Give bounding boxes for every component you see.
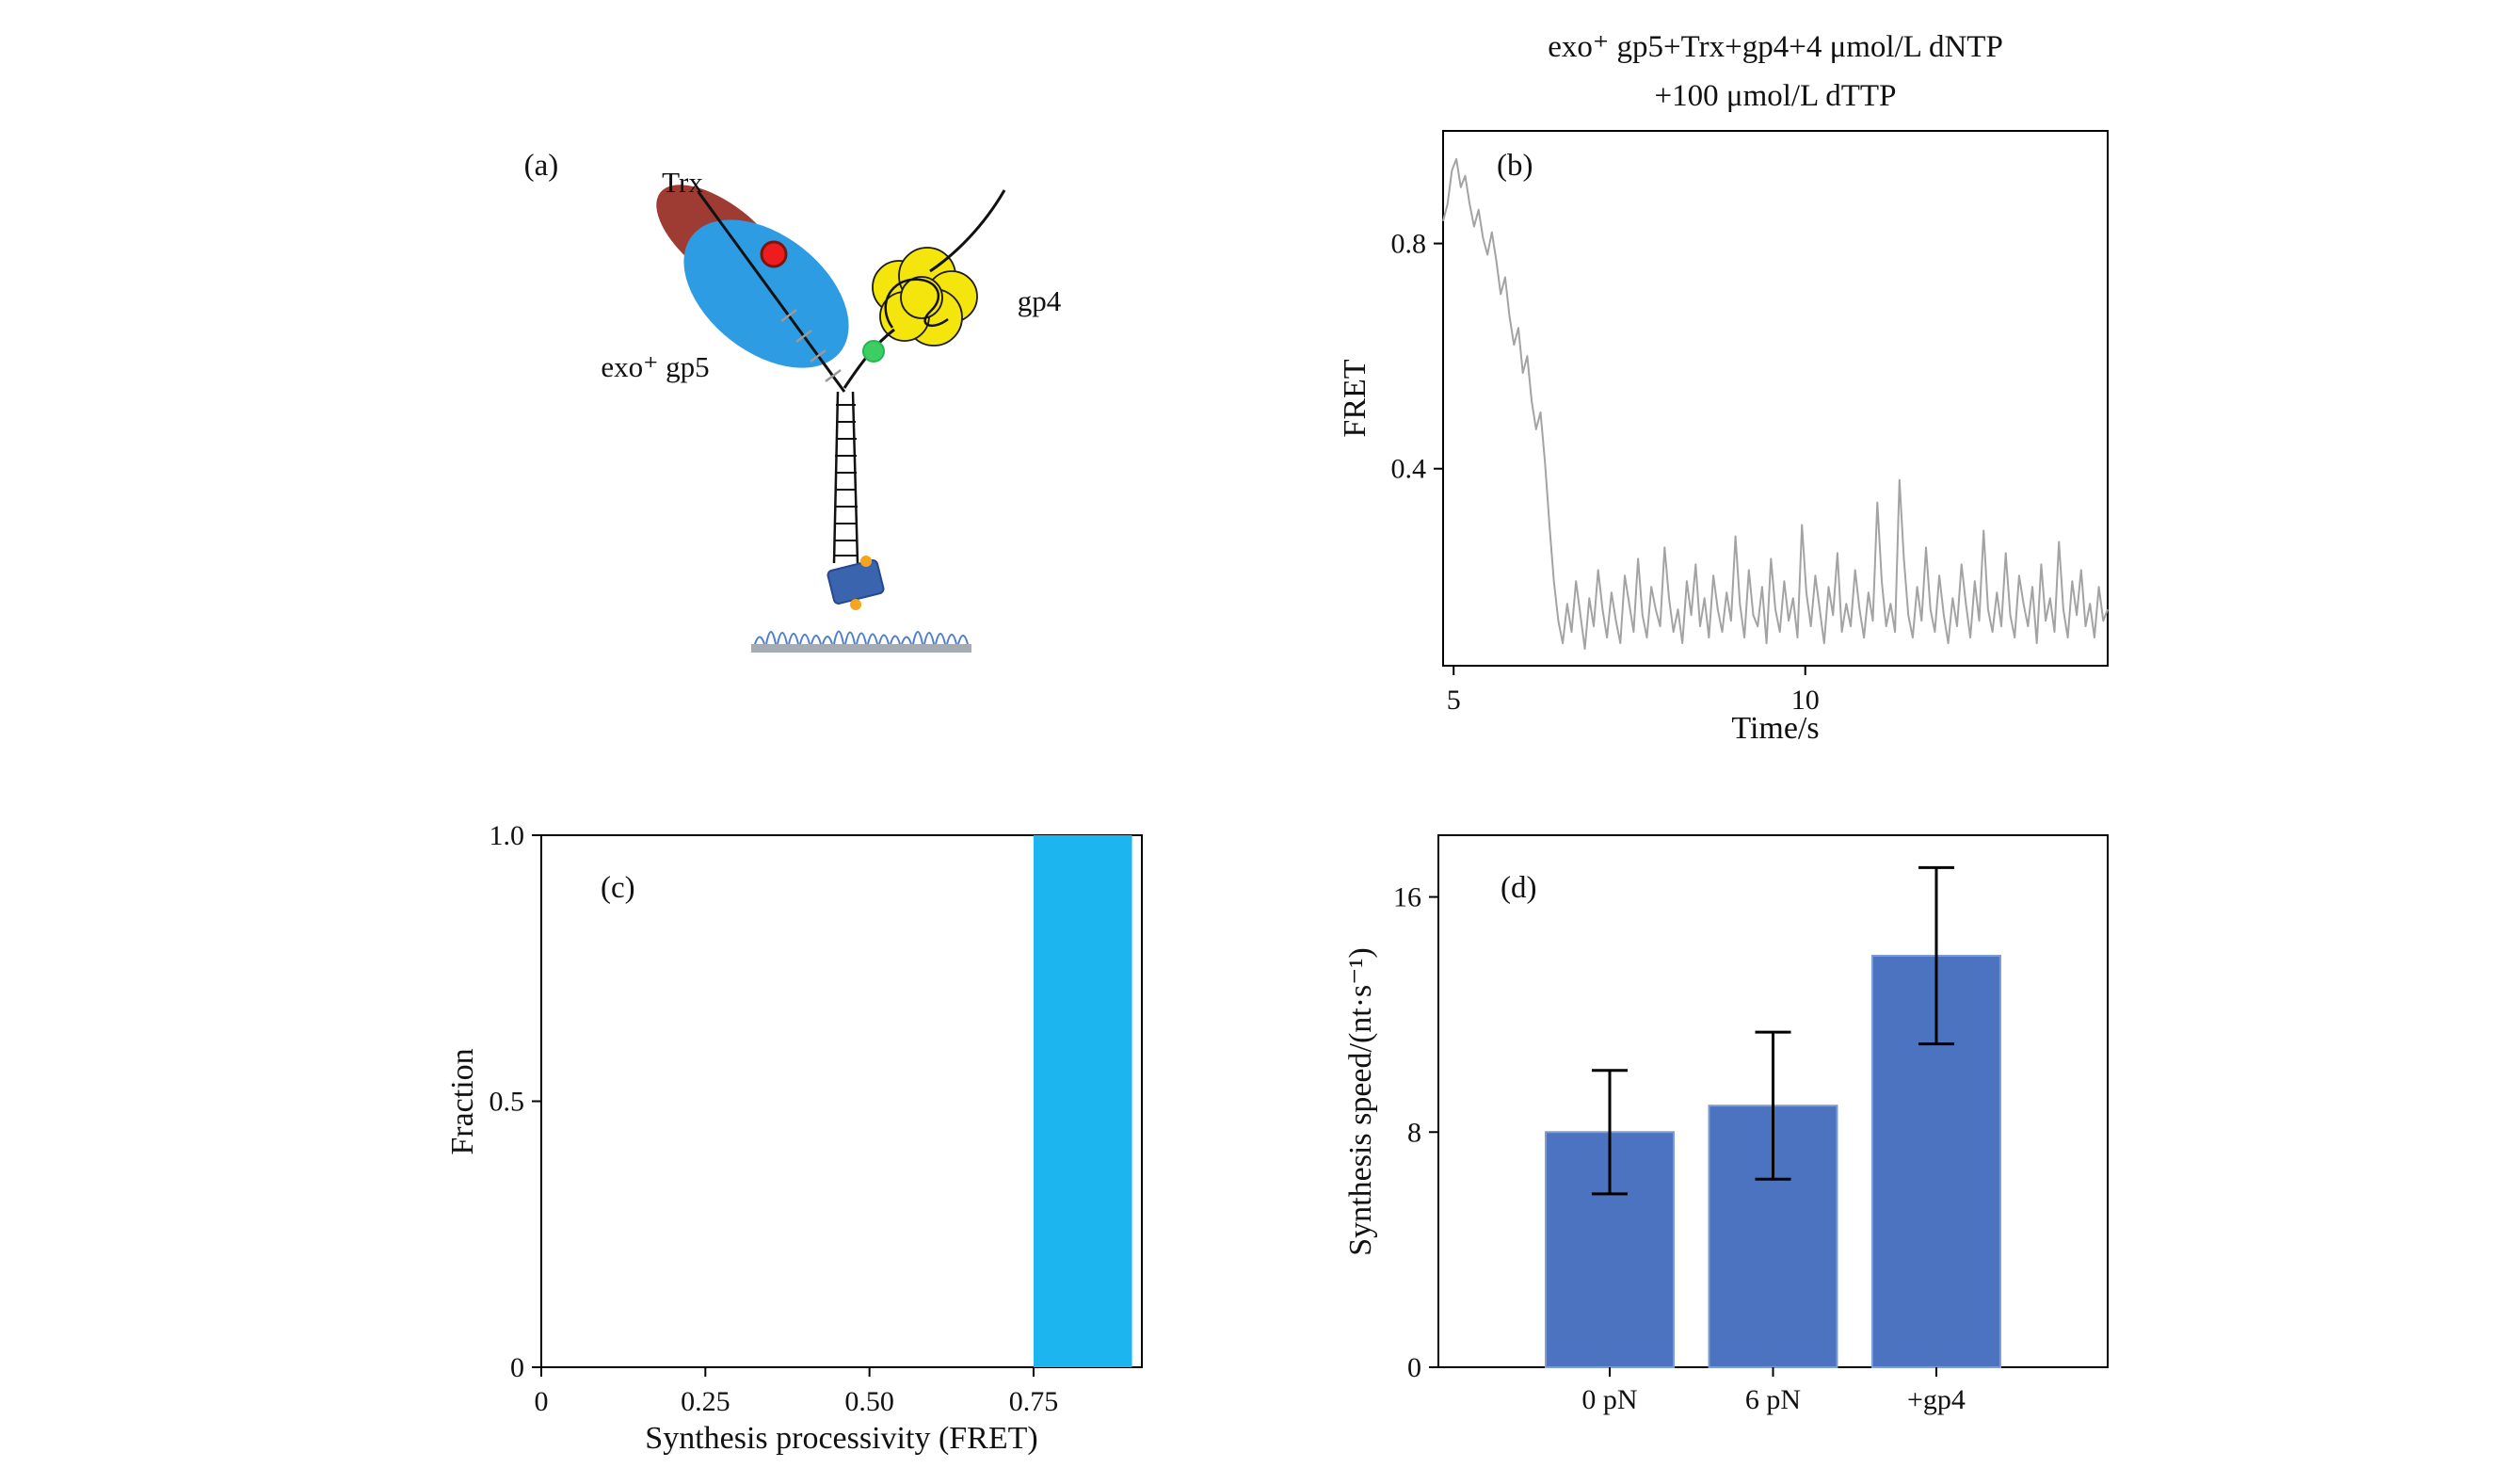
panel-label: (b) bbox=[1497, 149, 1533, 183]
brush-stroke bbox=[833, 630, 844, 645]
anchor-dot-top bbox=[860, 556, 872, 567]
y-tick-label: 0 bbox=[1407, 1352, 1421, 1383]
donor-dye-dot bbox=[760, 240, 788, 268]
brush-stroke bbox=[923, 632, 935, 645]
surface-anchor bbox=[827, 559, 885, 605]
y-tick-label: 0.8 bbox=[1391, 229, 1427, 260]
ssdna-tail bbox=[929, 189, 1006, 273]
category-label: 6 pN bbox=[1745, 1384, 1801, 1415]
y-tick-label: 0 bbox=[510, 1352, 524, 1383]
y-tick-label: 1.0 bbox=[490, 820, 525, 851]
x-tick-label: 0.50 bbox=[844, 1386, 894, 1417]
dna-duplex bbox=[832, 391, 859, 564]
brush-stroke bbox=[901, 636, 912, 645]
panel-c-chart: 0 0.25 0.50 0.75 0 0.5 1.0 Synthesis processivi… bbox=[445, 820, 1143, 1456]
y-tick-label: 16 bbox=[1393, 882, 1421, 913]
ssdna-coil bbox=[884, 278, 949, 329]
brush-stroke bbox=[878, 634, 890, 645]
plot-frame bbox=[1442, 130, 2109, 667]
panel-a-label: (a) bbox=[524, 149, 559, 183]
x-tick-label: 0 bbox=[535, 1386, 549, 1417]
template-strand bbox=[697, 191, 846, 393]
acceptor-dye-dot bbox=[862, 340, 885, 363]
y-tick-label: 0.4 bbox=[1391, 454, 1427, 485]
panel-label: (c) bbox=[601, 871, 635, 905]
brush-stroke bbox=[788, 633, 799, 645]
brush-stroke bbox=[890, 635, 901, 645]
x-tick-label: 5 bbox=[1447, 685, 1461, 716]
chart-title-line: exo⁺ gp5+Trx+gp4+4 μmol/L dNTP bbox=[1548, 30, 2003, 64]
brush-stroke bbox=[765, 631, 777, 645]
brush-stroke bbox=[799, 634, 811, 645]
y-axis-label: Synthesis speed/(nt·s⁻¹) bbox=[1343, 947, 1378, 1256]
y-axis-label: Fraction bbox=[445, 1048, 480, 1154]
brush-stroke bbox=[946, 634, 957, 645]
brush-stroke bbox=[844, 631, 856, 645]
surface-brush bbox=[754, 630, 969, 645]
brush-stroke bbox=[856, 632, 867, 645]
brush-stroke bbox=[822, 636, 833, 645]
panel-a-schematic: (a) Trx exo⁺ gp5 gp4 bbox=[524, 149, 1062, 653]
coverslip-surface bbox=[751, 644, 971, 653]
x-tick-label: 0.75 bbox=[1009, 1386, 1059, 1417]
chart-title-line: +100 μmol/L dTTP bbox=[1655, 79, 1897, 113]
gp5-polymerase bbox=[683, 219, 849, 368]
gp5-label: exo⁺ gp5 bbox=[601, 350, 709, 383]
y-axis-label: FRET bbox=[1338, 359, 1372, 437]
x-tick-label: 0.25 bbox=[681, 1386, 730, 1417]
x-axis-label: Synthesis processivity (FRET) bbox=[645, 1421, 1037, 1456]
brush-stroke bbox=[912, 631, 923, 645]
gp4-label: gp4 bbox=[1018, 284, 1062, 317]
histogram-bar bbox=[1033, 835, 1132, 1367]
y-tick-label: 0.5 bbox=[490, 1087, 525, 1118]
duplex-hatches bbox=[780, 309, 842, 382]
anchor-dot-bottom bbox=[850, 599, 861, 610]
trx-label: Trx bbox=[662, 166, 703, 199]
brush-stroke bbox=[935, 633, 946, 645]
panel-label: (d) bbox=[1501, 871, 1536, 905]
y-tick-label: 8 bbox=[1407, 1117, 1421, 1148]
brush-stroke bbox=[754, 636, 765, 645]
fret-trace bbox=[1442, 157, 2109, 651]
brush-stroke bbox=[811, 635, 822, 645]
category-label: +gp4 bbox=[1907, 1384, 1966, 1415]
x-tick-label: 10 bbox=[1791, 685, 1820, 716]
gp4-helicase bbox=[872, 247, 978, 347]
x-axis-label: Time/s bbox=[1731, 711, 1819, 746]
panel-b-chart: exo⁺ gp5+Trx+gp4+4 μmol/L dNTP +100 μmol/… bbox=[1338, 30, 2109, 746]
brush-stroke bbox=[777, 632, 788, 645]
dna-rungs bbox=[834, 404, 858, 557]
panel-d-chart: 0 8 16 Synthesis speed/(nt·s⁻¹) (d) 0 pN 6 pN +… bbox=[1343, 834, 2109, 1415]
brush-stroke bbox=[867, 633, 878, 645]
category-label: 0 pN bbox=[1581, 1384, 1637, 1415]
brush-stroke bbox=[957, 635, 969, 645]
